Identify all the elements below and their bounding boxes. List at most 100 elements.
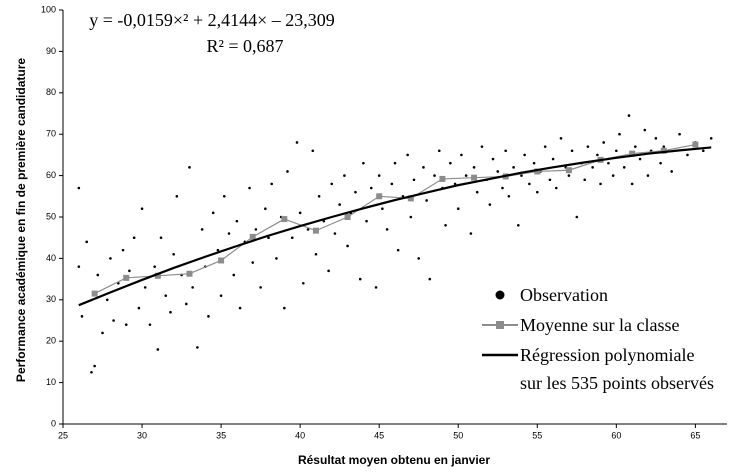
observation-point <box>559 137 563 140</box>
observation-point <box>196 346 199 349</box>
observation-point <box>453 182 457 186</box>
observation-point <box>634 145 637 148</box>
observation-point <box>504 149 507 153</box>
observation-point <box>164 294 168 297</box>
observation-point <box>507 195 511 198</box>
y-tick-label: 80 <box>46 87 56 97</box>
observation-point <box>709 137 713 140</box>
observation-point <box>219 294 223 297</box>
average-marker <box>407 195 414 202</box>
legend-label: Moyenne sur la classe <box>520 315 680 335</box>
average-marker <box>534 168 541 175</box>
observation-point <box>385 228 389 231</box>
observation-point <box>570 149 574 153</box>
observation-point <box>93 364 96 368</box>
observation-point <box>77 265 81 268</box>
observation-point <box>105 298 109 302</box>
average-marker <box>565 167 572 174</box>
observation-point <box>491 157 495 161</box>
observation-point <box>406 153 409 157</box>
observation-point <box>701 149 705 153</box>
observation-point <box>346 244 349 248</box>
average-marker <box>692 141 699 148</box>
x-tick-label: 60 <box>611 430 621 440</box>
y-tick-label: 40 <box>46 253 56 263</box>
legend-marker <box>496 321 504 329</box>
observation-point <box>670 170 673 173</box>
observation-point <box>412 178 416 182</box>
y-tick-label: 20 <box>46 336 56 346</box>
observation-point <box>90 370 93 374</box>
observation-point <box>327 269 330 273</box>
x-tick-label: 50 <box>453 430 463 440</box>
observation-point <box>238 306 242 310</box>
observation-point <box>456 207 460 211</box>
y-tick-label: 60 <box>46 170 56 180</box>
observation-point <box>311 149 315 153</box>
regression-curve <box>78 146 712 307</box>
observation-point <box>188 166 191 169</box>
observation-point <box>575 215 579 219</box>
observation-point <box>80 315 84 318</box>
observation-point <box>267 236 270 239</box>
observation-point <box>472 166 476 169</box>
observation-point <box>338 203 341 206</box>
y-axis-title: Performance académique en fin de premièr… <box>14 58 28 382</box>
observation-point <box>630 182 634 186</box>
observation-point <box>128 269 131 273</box>
observation-point <box>369 186 373 190</box>
observation-point <box>169 310 172 314</box>
observation-point <box>264 207 267 211</box>
observation-point <box>283 306 286 310</box>
observation-point <box>517 223 520 227</box>
observation-point <box>543 145 547 148</box>
observation-point <box>428 277 432 281</box>
observation-point <box>512 166 515 169</box>
x-tick-label: 65 <box>690 430 700 440</box>
observation-point <box>295 141 299 144</box>
observation-point <box>306 228 310 231</box>
observation-point <box>143 286 147 289</box>
observation-point <box>390 182 394 186</box>
y-tick-label: 10 <box>46 377 56 387</box>
observation-point <box>159 236 163 239</box>
y-tick-label: 30 <box>46 294 56 304</box>
observation-point <box>101 331 104 335</box>
observation-point <box>216 248 220 252</box>
x-tick-label: 45 <box>374 430 384 440</box>
x-tick-label: 40 <box>295 430 305 440</box>
average-marker <box>439 175 446 182</box>
observation-point <box>586 145 590 148</box>
observation-point <box>567 174 571 177</box>
observation-point <box>235 219 239 223</box>
observation-point <box>627 114 631 117</box>
observation-point <box>417 257 421 260</box>
average-marker <box>249 233 256 240</box>
average-marker <box>344 214 351 220</box>
observation-point <box>358 277 362 281</box>
y-tick-label: 70 <box>46 129 56 139</box>
legend-dot <box>495 290 505 300</box>
average-marker <box>123 274 130 281</box>
observation-point <box>330 182 334 186</box>
observation-point <box>646 174 650 177</box>
legend: Observation Moyenne sur la classe Régressi… <box>480 284 714 402</box>
observation-point <box>314 252 318 256</box>
observation-point <box>611 174 615 177</box>
observation-point <box>437 149 441 153</box>
observation-point <box>172 252 175 256</box>
observation-point <box>275 257 278 260</box>
observation-point <box>343 174 346 177</box>
average-marker <box>218 257 225 264</box>
observation-point <box>618 132 621 136</box>
observation-point <box>175 195 179 198</box>
y-tick-label: 50 <box>46 211 56 221</box>
legend-entry: Observation <box>480 284 714 309</box>
observation-point <box>200 228 204 231</box>
observation-point <box>248 186 251 190</box>
observation-point <box>554 186 558 190</box>
observation-point <box>425 199 428 202</box>
observation-point <box>396 248 400 252</box>
equation: y = -0,0159×² + 2,4144× – 23,309 <box>89 10 335 30</box>
average-marker <box>154 272 161 279</box>
